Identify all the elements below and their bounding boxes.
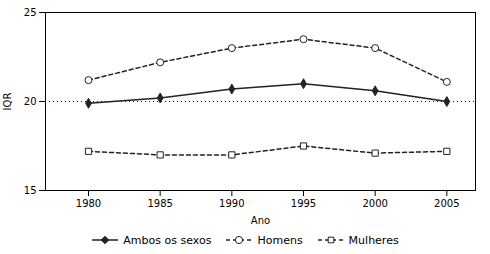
svg-text:1985: 1985 (147, 198, 172, 209)
svg-text:20: 20 (24, 96, 37, 107)
html-text:Homens: Homens (257, 233, 303, 247)
svg-text:25: 25 (24, 7, 37, 18)
svg-text:IQR: IQR (2, 93, 13, 111)
svg-text:15: 15 (24, 185, 37, 196)
svg-text:2005: 2005 (434, 198, 459, 209)
svg-text:1980: 1980 (76, 198, 101, 209)
svg-text:1995: 1995 (291, 198, 316, 209)
html-text:Ambos os sexos: Ambos os sexos (123, 233, 212, 247)
svg-text:Ano: Ano (251, 215, 270, 226)
html-text:Mulheres: Mulheres (348, 233, 399, 247)
svg-text:2000: 2000 (362, 198, 387, 209)
svg-text:1990: 1990 (219, 198, 244, 209)
